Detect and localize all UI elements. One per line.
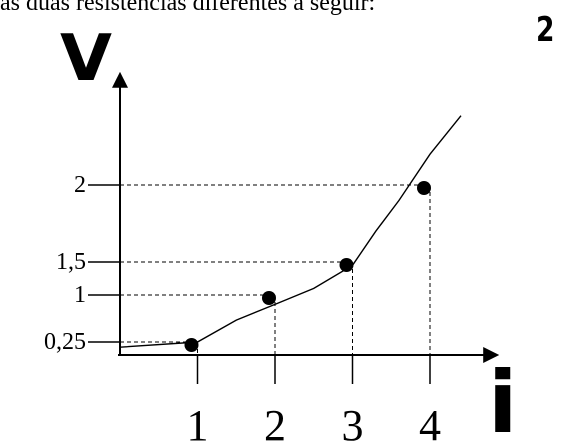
y-tick-label-1: 0,25: [44, 329, 86, 355]
data-point-3: [339, 258, 354, 272]
data-point-2: [262, 291, 276, 305]
x-ticks: 1 2 3 4: [187, 355, 441, 443]
figure-number: 2: [536, 10, 555, 50]
x-tick-label-3: 3: [342, 401, 364, 443]
y-tick-label-2: 1: [74, 282, 86, 308]
y-ticks: 0,25 1 1,5 2: [44, 172, 120, 355]
x-tick-label-2: 2: [264, 401, 286, 443]
page-title: as duas resistências diferentes a seguir…: [0, 0, 376, 16]
y-axis-label: V: [60, 21, 112, 95]
data-point-1: [184, 338, 199, 352]
y-tick-label-4: 2: [74, 172, 86, 198]
guide-lines: [92, 184, 431, 355]
x-tick-label-1: 1: [187, 401, 209, 443]
data-point-4: [417, 181, 431, 195]
series-curve: [119, 115, 462, 348]
y-tick-label-3: 1,5: [56, 249, 86, 275]
x-tick-label-4: 4: [419, 401, 441, 443]
data-points: [184, 181, 431, 352]
x-axis-label: i: [488, 353, 517, 443]
